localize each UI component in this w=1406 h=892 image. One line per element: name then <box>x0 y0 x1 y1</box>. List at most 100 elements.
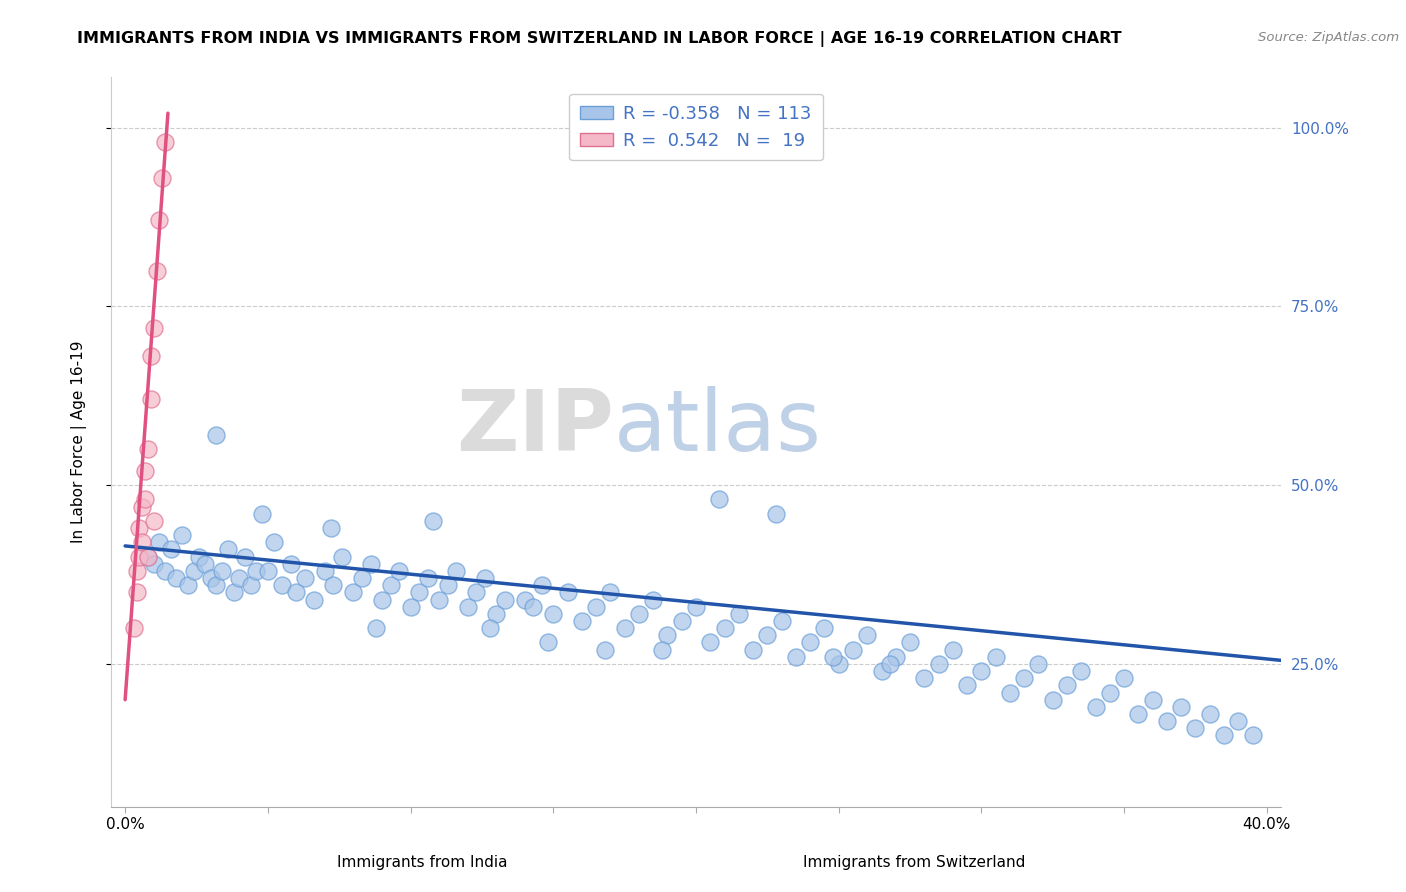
Point <box>485 607 508 621</box>
Point <box>821 649 844 664</box>
Point <box>302 592 325 607</box>
Point <box>884 649 907 664</box>
Point <box>799 635 821 649</box>
Text: IMMIGRANTS FROM INDIA VS IMMIGRANTS FROM SWITZERLAND IN LABOR FORCE | AGE 16-19 : IMMIGRANTS FROM INDIA VS IMMIGRANTS FROM… <box>77 31 1122 47</box>
Point <box>593 642 616 657</box>
Point <box>314 564 336 578</box>
Point <box>813 621 835 635</box>
Point <box>1198 706 1220 721</box>
Point <box>388 564 411 578</box>
Point <box>271 578 294 592</box>
Point <box>1128 706 1150 721</box>
Point <box>856 628 879 642</box>
Point <box>142 514 165 528</box>
Text: Immigrants from Switzerland: Immigrants from Switzerland <box>803 855 1025 870</box>
Point <box>1142 692 1164 706</box>
Point <box>211 564 233 578</box>
Point <box>427 592 450 607</box>
Point <box>436 578 458 592</box>
Point <box>233 549 256 564</box>
Point <box>685 599 707 614</box>
Point <box>842 642 865 657</box>
Point <box>984 649 1007 664</box>
Text: atlas: atlas <box>614 386 823 469</box>
Point <box>912 671 935 685</box>
Point <box>342 585 364 599</box>
Point <box>1056 678 1078 692</box>
Point <box>139 350 162 364</box>
Point <box>399 599 422 614</box>
Point <box>319 521 342 535</box>
Point <box>134 492 156 507</box>
Point <box>765 507 787 521</box>
Point <box>422 514 444 528</box>
Point <box>513 592 536 607</box>
Point <box>183 564 205 578</box>
Point <box>380 578 402 592</box>
Point <box>205 578 228 592</box>
Point <box>571 614 593 628</box>
Point <box>536 635 558 649</box>
Point <box>222 585 245 599</box>
Point <box>136 549 159 564</box>
Point <box>139 392 162 407</box>
Point <box>970 664 993 678</box>
Point <box>785 649 807 664</box>
Point <box>1227 714 1250 728</box>
Point <box>122 621 145 635</box>
Point <box>928 657 950 671</box>
Point <box>217 542 239 557</box>
Y-axis label: In Labor Force | Age 16-19: In Labor Force | Age 16-19 <box>72 341 87 543</box>
Point <box>557 585 579 599</box>
Point <box>727 607 749 621</box>
Point <box>713 621 735 635</box>
Point <box>1156 714 1178 728</box>
Point <box>205 428 228 442</box>
Point <box>898 635 921 649</box>
Point <box>166 571 188 585</box>
Point <box>998 685 1021 699</box>
Point <box>770 614 793 628</box>
Point <box>128 549 150 564</box>
Point <box>699 635 721 649</box>
Point <box>657 628 679 642</box>
Point <box>322 578 344 592</box>
Point <box>756 628 779 642</box>
Point <box>465 585 488 599</box>
Point <box>1028 657 1050 671</box>
Point <box>177 578 200 592</box>
Point <box>522 599 544 614</box>
Point <box>263 535 285 549</box>
Point <box>280 557 302 571</box>
Point <box>1084 699 1107 714</box>
Point <box>256 564 278 578</box>
Point <box>172 528 194 542</box>
Point <box>416 571 439 585</box>
Point <box>200 571 222 585</box>
Point <box>360 557 382 571</box>
Point <box>136 549 159 564</box>
Point <box>474 571 496 585</box>
Text: Immigrants from India: Immigrants from India <box>336 855 508 870</box>
Point <box>613 621 636 635</box>
Point <box>671 614 693 628</box>
Point <box>627 607 650 621</box>
Point <box>150 170 173 185</box>
Legend: R = -0.358   N = 113, R =  0.542   N =  19: R = -0.358 N = 113, R = 0.542 N = 19 <box>569 94 823 161</box>
Point <box>188 549 211 564</box>
Point <box>742 642 765 657</box>
Point <box>285 585 308 599</box>
Point <box>245 564 267 578</box>
Point <box>228 571 250 585</box>
Point <box>142 320 165 334</box>
Point <box>159 542 181 557</box>
Point <box>194 557 217 571</box>
Point <box>153 135 176 149</box>
Point <box>543 607 565 621</box>
Point <box>870 664 893 678</box>
Point <box>1070 664 1092 678</box>
Point <box>457 599 479 614</box>
Point <box>408 585 430 599</box>
Point <box>942 642 965 657</box>
Point <box>366 621 388 635</box>
